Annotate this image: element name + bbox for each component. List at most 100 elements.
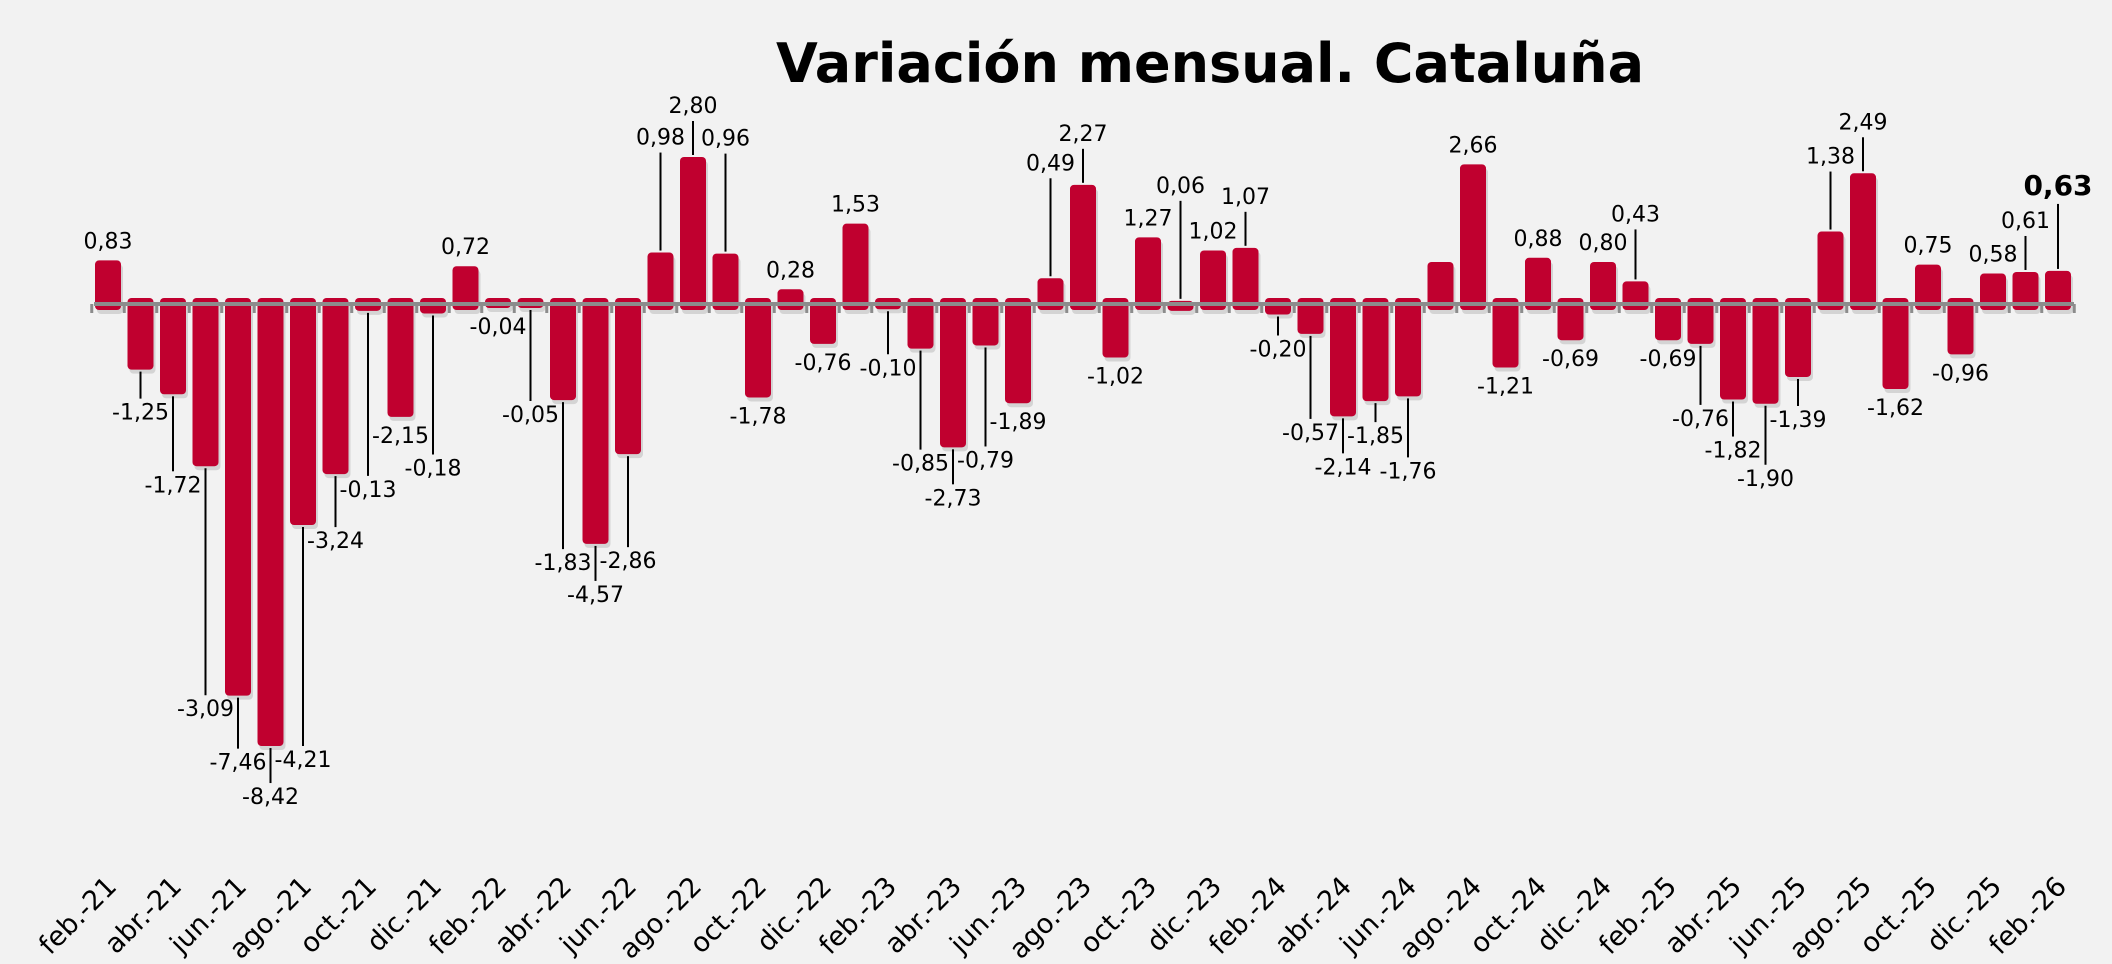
data-label: -1,62 (1867, 396, 1924, 421)
data-label: -1,90 (1737, 467, 1794, 492)
bar-oct.-25 (1915, 264, 1941, 310)
data-label: -3,09 (177, 697, 234, 722)
data-label: -1,85 (1347, 424, 1404, 449)
bar-ene.-22 (452, 266, 479, 310)
bar-abr.-24 (1330, 298, 1356, 417)
data-label: 0,28 (766, 258, 815, 283)
bar-jun.-24 (1395, 298, 1421, 397)
bar-jul.-25 (1817, 231, 1844, 310)
bar-oct.-24 (1525, 257, 1551, 310)
bar-ene.-23 (842, 223, 869, 310)
bar-dic.-25 (1980, 273, 2006, 310)
data-label: -0,85 (892, 452, 949, 477)
bar-ene.-26 (2012, 271, 2039, 310)
data-label: 0,63 (2023, 169, 2092, 202)
bar-may.-24 (1362, 298, 1389, 402)
data-label: 1,53 (831, 193, 880, 218)
data-label: 0,58 (1969, 243, 2018, 268)
bar-mar.-21 (127, 298, 154, 370)
data-label: -1,76 (1380, 459, 1437, 484)
bars-group (95, 157, 2073, 751)
data-label: -1,83 (535, 551, 592, 576)
bar-dic.-23 (1200, 250, 1226, 310)
bar-dic.-24 (1590, 262, 1616, 310)
data-label: 0,61 (2001, 209, 2050, 234)
data-label: -1,21 (1477, 375, 1534, 400)
data-label: -0,76 (795, 351, 852, 376)
bar-ago.-21 (290, 298, 316, 526)
data-label: -0,10 (860, 356, 917, 381)
data-label: -8,42 (242, 785, 299, 810)
bar-jun.-25 (1785, 298, 1811, 377)
bar-ago.-22 (680, 157, 706, 310)
data-label: -2,14 (1315, 455, 1372, 480)
bar-feb.-26 (2045, 270, 2071, 310)
data-label: 0,49 (1026, 151, 1075, 176)
data-label: 2,49 (1839, 110, 1888, 135)
data-label: -0,69 (1542, 347, 1599, 372)
bar-feb.-25 (1655, 298, 1681, 341)
chart-title: Variación mensual. Cataluña (776, 32, 1644, 95)
data-label: 1,38 (1806, 145, 1855, 170)
data-label: 2,66 (1449, 133, 1498, 158)
data-label: -0,18 (405, 456, 462, 481)
data-label: -1,02 (1087, 365, 1144, 390)
bar-mar.-25 (1687, 298, 1714, 344)
data-labels-group: 0,83 -1,25 -1,72 -3,09 -7,46 -8,42 -4,21 -3,24 -… (84, 94, 2093, 810)
bar-may.-21 (192, 298, 219, 467)
bar-jul.-22 (647, 252, 674, 310)
bar-sep.-23 (1102, 298, 1129, 358)
data-label: -0,79 (957, 448, 1014, 473)
data-label: -1,25 (112, 401, 169, 426)
bar-sep.-21 (322, 298, 349, 475)
bar-ago.-23 (1070, 184, 1096, 310)
data-label: -4,57 (567, 583, 624, 608)
data-label: 0,80 (1579, 231, 1628, 256)
bar-sep.-22 (712, 253, 739, 310)
data-label: 0,98 (636, 126, 685, 151)
bar-oct.-23 (1135, 237, 1161, 310)
data-label: 0,96 (701, 127, 750, 152)
data-label: -0,05 (502, 403, 559, 428)
bar-mar.-24 (1297, 298, 1324, 334)
bar-dic.-22 (810, 298, 836, 344)
bar-may.-22 (582, 298, 609, 544)
data-label: -1,72 (145, 473, 202, 498)
data-label: 2,27 (1059, 122, 1108, 147)
data-label: -2,15 (372, 424, 429, 449)
data-label: 1,02 (1189, 219, 1238, 244)
data-label: 2,80 (669, 94, 718, 119)
bar-may.-25 (1752, 298, 1779, 404)
data-label: 1,07 (1221, 185, 1270, 210)
data-label: 0,75 (1904, 234, 1953, 259)
data-label: 0,06 (1156, 174, 1205, 199)
bar-abr.-23 (940, 298, 966, 448)
bar-oct.-22 (745, 298, 771, 398)
data-label: -0,57 (1282, 421, 1339, 446)
data-label: -2,86 (600, 549, 657, 574)
data-label: -2,73 (925, 486, 982, 511)
data-label: -1,39 (1770, 408, 1827, 433)
x-axis (90, 302, 2076, 313)
data-label: -0,96 (1932, 361, 1989, 386)
data-label: -7,46 (210, 751, 267, 776)
bar-abr.-22 (550, 298, 576, 401)
bar-sep.-24 (1492, 298, 1519, 368)
data-label: -1,78 (730, 404, 787, 429)
data-label: -3,24 (307, 529, 364, 554)
data-label: -0,13 (340, 478, 397, 503)
bar-mar.-23 (907, 298, 934, 349)
bar-nov.-22 (777, 289, 804, 310)
data-label: -1,89 (990, 410, 1047, 435)
leader-lines-group (139, 121, 2059, 784)
data-label: -0,76 (1672, 407, 1729, 432)
bar-ago.-25 (1850, 173, 1876, 310)
data-label: 0,43 (1611, 202, 1660, 227)
data-label: 0,88 (1514, 227, 1563, 252)
bar-may.-23 (972, 298, 999, 346)
data-label: -4,21 (275, 748, 332, 773)
bar-ago.-24 (1460, 164, 1486, 310)
data-label: 0,83 (84, 229, 133, 254)
bar-ene.-24 (1232, 247, 1259, 310)
